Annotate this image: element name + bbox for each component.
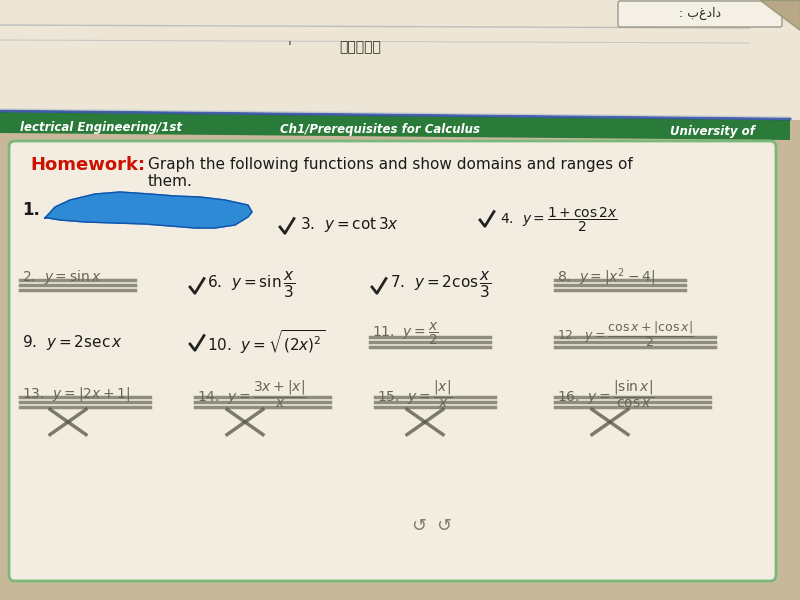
Text: 2.  $y = \sin x$: 2. $y = \sin x$ <box>22 268 102 286</box>
Text: 16.  $y = \dfrac{|\sin x|}{\cos x}$: 16. $y = \dfrac{|\sin x|}{\cos x}$ <box>557 379 655 410</box>
Polygon shape <box>760 0 800 30</box>
Text: 10.  $y = \sqrt{(2x)^2}$: 10. $y = \sqrt{(2x)^2}$ <box>207 328 325 356</box>
Text: $\circlearrowleft\,\circlearrowleft$: $\circlearrowleft\,\circlearrowleft$ <box>408 516 452 534</box>
Text: 4.  $y = \dfrac{1+\cos 2x}{2}$: 4. $y = \dfrac{1+\cos 2x}{2}$ <box>500 206 618 234</box>
Polygon shape <box>45 192 252 228</box>
Text: 14.  $y = \dfrac{3x+|x|}{x}$: 14. $y = \dfrac{3x+|x|}{x}$ <box>197 379 306 410</box>
Polygon shape <box>0 112 790 140</box>
FancyBboxPatch shape <box>618 1 782 27</box>
Text: ': ' <box>288 40 292 54</box>
Text: : بغداد: : بغداد <box>679 7 721 20</box>
Text: Homework:: Homework: <box>30 156 145 174</box>
Text: 13.  $y = |2x+1|$: 13. $y = |2x+1|$ <box>22 385 130 403</box>
Text: University of: University of <box>670 124 755 137</box>
Polygon shape <box>0 0 800 120</box>
Text: Graph the following functions and show domains and ranges of: Graph the following functions and show d… <box>148 157 633 173</box>
Text: 12.  $y = \dfrac{\cos x + |\cos x|}{2}$: 12. $y = \dfrac{\cos x + |\cos x|}{2}$ <box>557 319 694 349</box>
Text: 1.: 1. <box>22 201 40 219</box>
Text: Ch1/Prerequisites for Calculus: Ch1/Prerequisites for Calculus <box>280 122 480 136</box>
Text: 9.  $y = 2\sec x$: 9. $y = 2\sec x$ <box>22 332 123 352</box>
Text: 8.  $y = |x^2-4|$: 8. $y = |x^2-4|$ <box>557 266 655 288</box>
Text: 11.  $y = \dfrac{x}{2}$: 11. $y = \dfrac{x}{2}$ <box>372 321 439 347</box>
Text: them.: them. <box>148 175 193 190</box>
Text: 15.  $y = \dfrac{|x|}{x}$: 15. $y = \dfrac{|x|}{x}$ <box>377 379 453 410</box>
Text: 6.  $y = \sin\dfrac{x}{3}$: 6. $y = \sin\dfrac{x}{3}$ <box>207 270 295 300</box>
Text: 7.  $y = 2\cos\dfrac{x}{3}$: 7. $y = 2\cos\dfrac{x}{3}$ <box>390 270 491 300</box>
FancyBboxPatch shape <box>9 141 776 581</box>
Text: lectrical Engineering/1st: lectrical Engineering/1st <box>20 121 182 133</box>
Text: 3.  $y = \cot 3x$: 3. $y = \cot 3x$ <box>300 215 399 235</box>
Text: النام: النام <box>339 40 381 54</box>
